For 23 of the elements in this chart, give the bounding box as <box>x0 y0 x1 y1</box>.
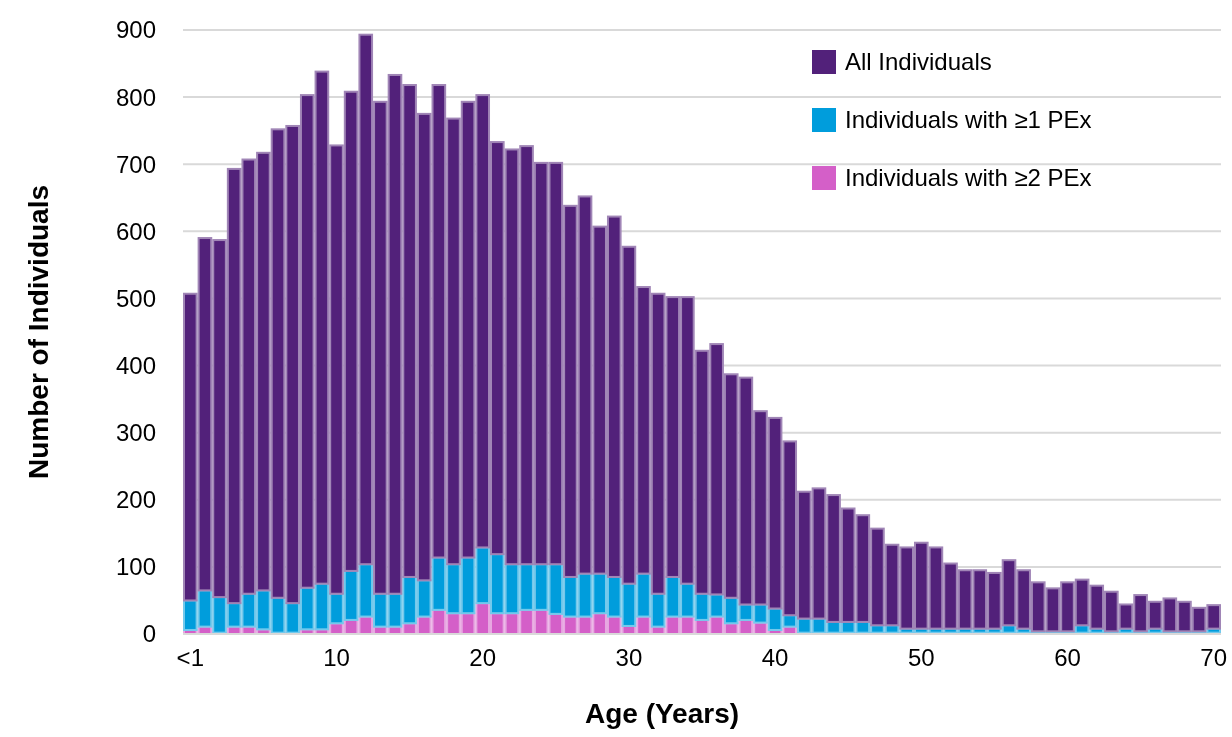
y-axis-title: Number of Individuals <box>23 184 54 480</box>
y-tick-label: 400 <box>115 351 156 379</box>
y-tick-label: 100 <box>115 553 156 581</box>
y-tick-label: 800 <box>115 83 156 111</box>
x-tick-label: 10 <box>323 644 350 672</box>
y-tick-label: 600 <box>115 217 156 245</box>
y-tick-label: 900 <box>115 16 156 44</box>
x-tick-label: 40 <box>761 644 789 672</box>
legend-label: Individuals with ≥1 PEx <box>845 106 1092 134</box>
x-tick-label: 50 <box>907 644 935 672</box>
x-tick-label: 60 <box>1054 644 1081 672</box>
x-tick-label: 30 <box>615 644 643 672</box>
legend-label: Individuals with ≥2 PEx <box>845 164 1092 192</box>
x-axis-title: Age (Years) <box>584 698 740 729</box>
x-tick-label: <1 <box>176 644 204 672</box>
y-tick-label: 200 <box>115 486 156 514</box>
y-tick-label: 500 <box>115 284 156 312</box>
y-tick-label: 700 <box>115 150 156 178</box>
x-tick-label: 20 <box>469 644 497 672</box>
y-tick-label: 0 <box>142 620 156 648</box>
x-tick-label: 70 <box>1200 644 1228 672</box>
legend-label: All Individuals <box>845 48 992 76</box>
y-tick-label: 300 <box>115 419 156 447</box>
